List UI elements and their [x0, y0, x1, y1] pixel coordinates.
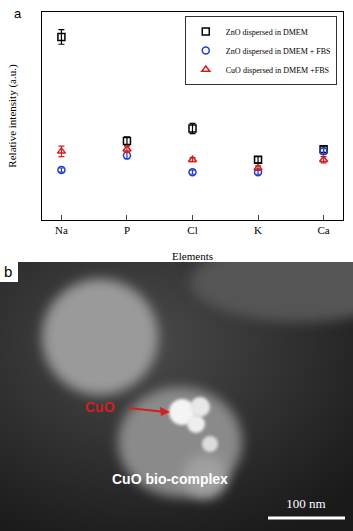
svg-text:Elements: Elements — [172, 250, 213, 262]
svg-text:P: P — [124, 224, 130, 236]
svg-text:Na: Na — [55, 224, 68, 236]
svg-text:ZnO dispersed in DMEM + FBS: ZnO dispersed in DMEM + FBS — [226, 47, 331, 56]
svg-text:Cl: Cl — [187, 224, 197, 236]
svg-text:Ca: Ca — [317, 224, 329, 236]
svg-text:CuO bio-complex: CuO bio-complex — [112, 471, 228, 487]
svg-text:CuO: CuO — [85, 399, 115, 415]
svg-text:K: K — [254, 224, 262, 236]
svg-text:a: a — [14, 6, 22, 21]
svg-text:CuO dispersed in DMEM +FBS: CuO dispersed in DMEM +FBS — [226, 66, 329, 75]
svg-text:Relative intensity (a.u.): Relative intensity (a.u.) — [6, 64, 19, 168]
svg-text:b: b — [4, 263, 12, 280]
svg-text:ZnO dispersed in DMEM: ZnO dispersed in DMEM — [226, 28, 308, 37]
svg-text:100 nm: 100 nm — [286, 496, 325, 511]
